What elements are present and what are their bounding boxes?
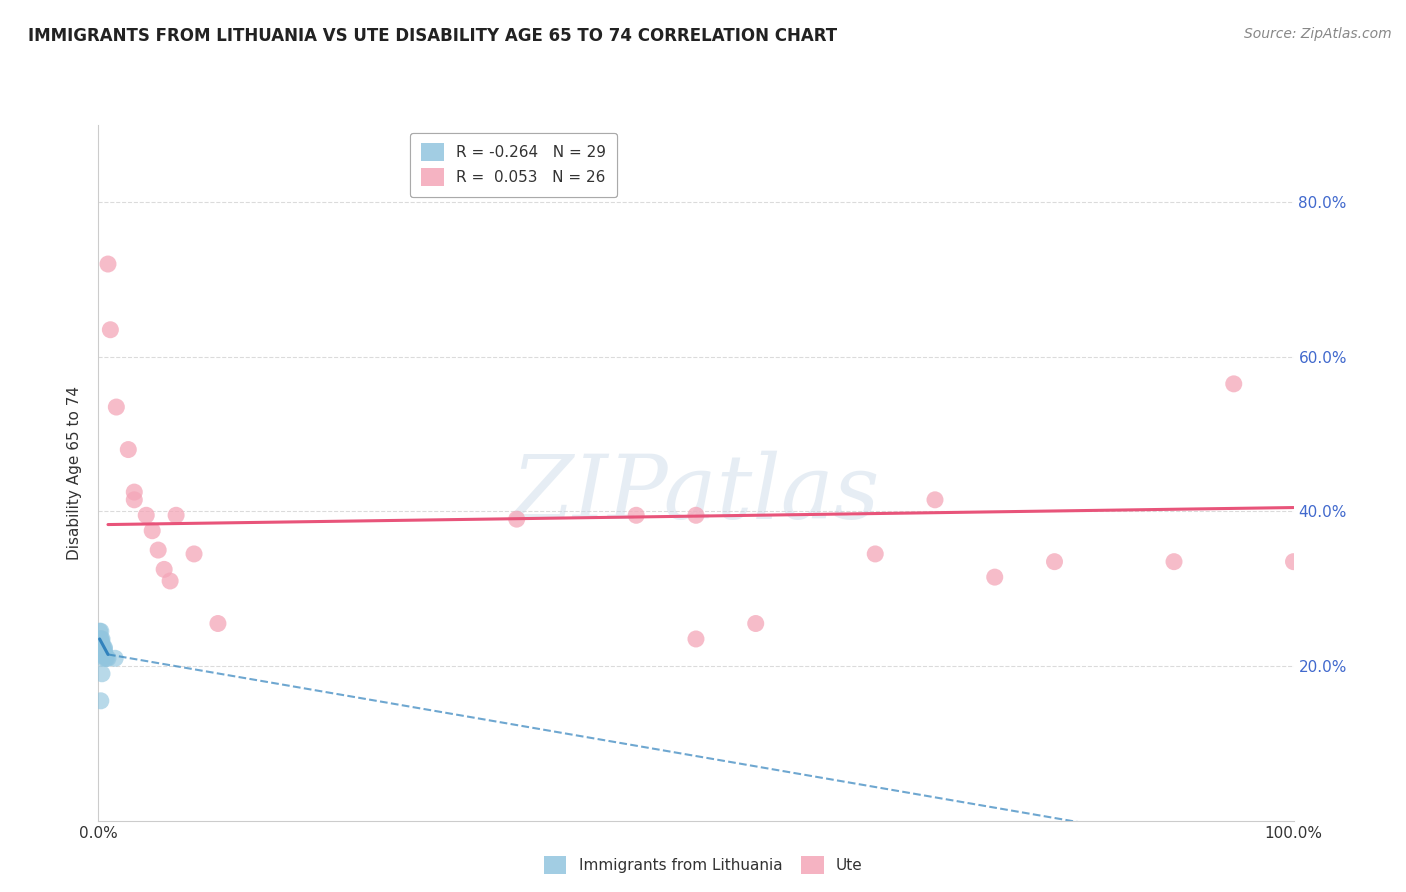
Point (90, 632, 112, 646)
Point (183, 547, 205, 561)
Point (91, 648, 114, 662)
Text: IMMIGRANTS FROM LITHUANIA VS UTE DISABILITY AGE 65 TO 74 CORRELATION CHART: IMMIGRANTS FROM LITHUANIA VS UTE DISABIL… (28, 27, 837, 45)
Point (94, 648, 117, 663)
Point (863, 547, 887, 561)
Legend: R = -0.264   N = 29, R =  0.053   N = 26: R = -0.264 N = 29, R = 0.053 N = 26 (411, 133, 617, 197)
Point (98, 323, 122, 337)
Point (506, 512, 529, 526)
Point (135, 508, 157, 523)
Point (90, 632, 112, 646)
Point (117, 442, 139, 457)
Point (91, 647, 114, 661)
Text: Source: ZipAtlas.com: Source: ZipAtlas.com (1244, 27, 1392, 41)
Point (984, 570, 1007, 584)
Point (90, 643, 112, 657)
Point (1163, 555, 1185, 569)
Point (91, 642, 114, 657)
Point (148, 543, 170, 558)
Point (91, 651, 114, 665)
Point (94, 651, 117, 665)
Point (91, 645, 114, 659)
Point (924, 492, 946, 507)
Legend: Immigrants from Lithuania, Ute: Immigrants from Lithuania, Ute (537, 850, 869, 880)
Point (105, 400, 128, 414)
Point (90, 694, 112, 708)
Text: ZIPatlas: ZIPatlas (512, 450, 880, 537)
Point (91, 643, 114, 657)
Point (159, 574, 181, 588)
Point (153, 562, 176, 576)
Point (91, 666, 114, 681)
Point (91, 637, 114, 651)
Point (1282, 555, 1305, 569)
Point (745, 616, 768, 631)
Point (91, 636, 114, 650)
Point (1043, 555, 1066, 569)
Point (93, 645, 115, 659)
Point (93, 642, 115, 657)
Point (626, 508, 648, 523)
Y-axis label: Disability Age 65 to 74: Disability Age 65 to 74 (67, 385, 83, 560)
Point (96, 651, 118, 665)
Point (104, 651, 127, 665)
Point (1222, 376, 1246, 391)
Point (124, 492, 146, 507)
Point (93, 640, 115, 655)
Point (685, 508, 707, 523)
Point (685, 632, 707, 646)
Point (207, 616, 229, 631)
Point (91, 642, 114, 657)
Point (89, 624, 111, 639)
Point (97, 651, 120, 665)
Point (91, 648, 114, 663)
Point (165, 508, 187, 523)
Point (141, 524, 163, 538)
Point (90, 624, 112, 639)
Point (91, 646, 114, 660)
Point (91, 632, 114, 646)
Point (124, 485, 146, 500)
Point (97, 257, 120, 271)
Point (91, 642, 114, 657)
Point (91, 640, 114, 654)
